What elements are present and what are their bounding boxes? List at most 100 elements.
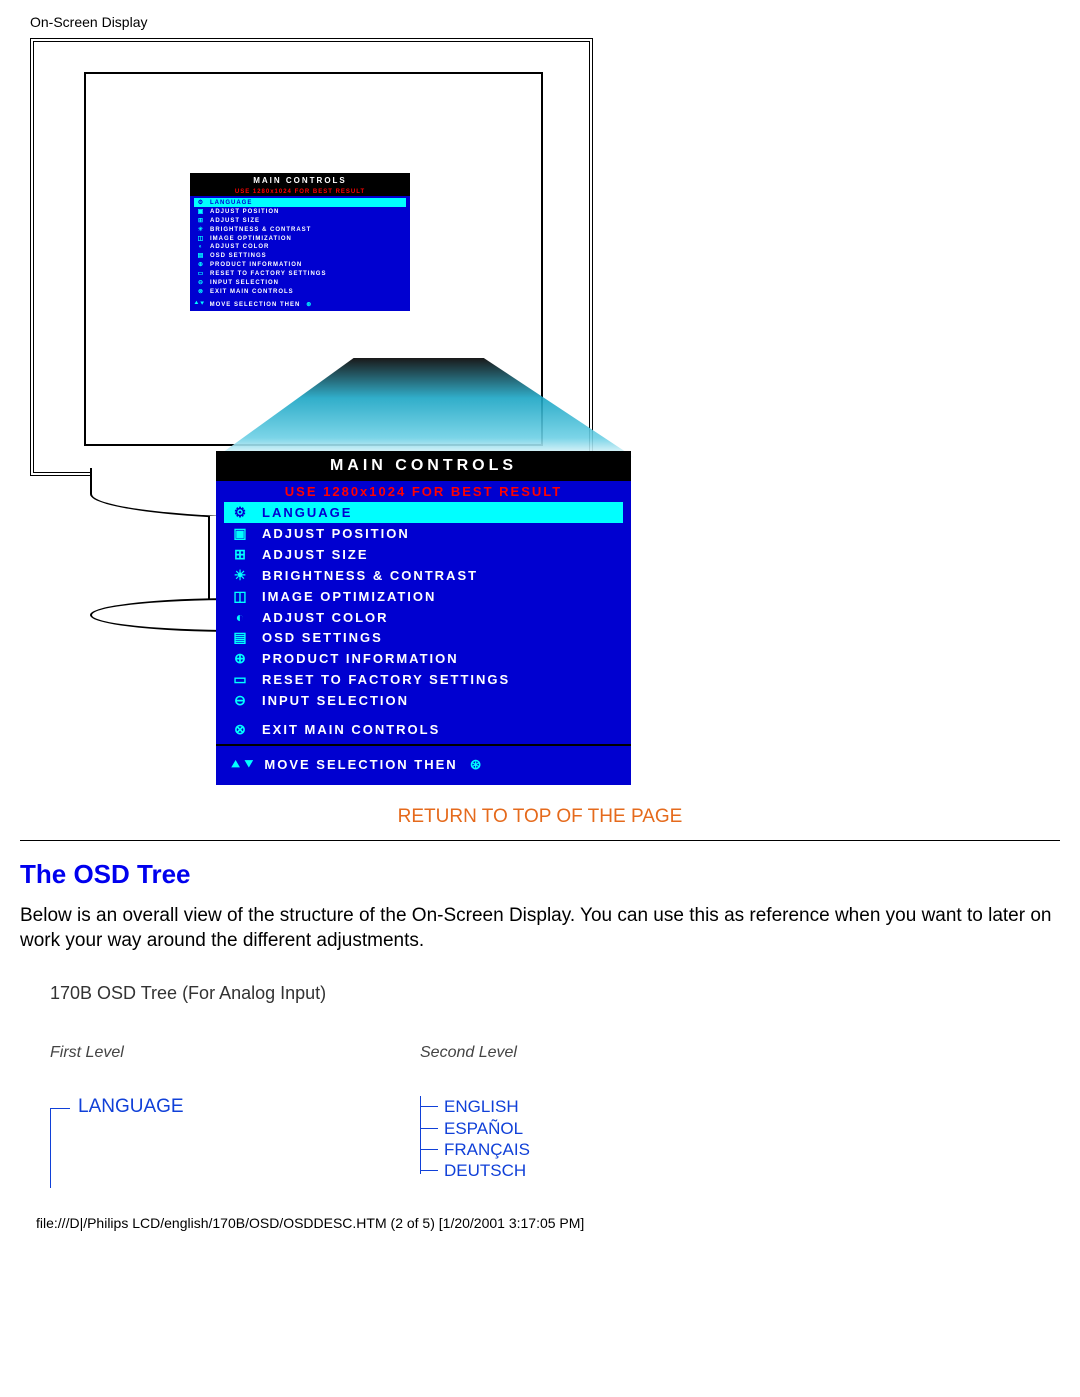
menu-item-icon: ⊞ bbox=[196, 217, 206, 224]
osd-menu-item[interactable]: ◫ IMAGE OPTIMIZATION bbox=[224, 586, 623, 607]
osd-menu-item[interactable]: ⚙ LANGUAGE bbox=[224, 502, 623, 523]
menu-item-icon: ▤ bbox=[196, 252, 206, 259]
menu-item-icon: ⊗ bbox=[230, 721, 252, 738]
divider bbox=[20, 840, 1060, 841]
menu-item-label: LANGUAGE bbox=[262, 505, 352, 520]
osd-menu-item[interactable]: ▤ OSD SETTINGS bbox=[224, 627, 623, 648]
tree-child-item: ESPAÑOL bbox=[420, 1118, 720, 1139]
section-heading: The OSD Tree bbox=[20, 859, 1060, 890]
monitor-illustration: MAIN CONTROLS USE 1280x1024 FOR BEST RES… bbox=[20, 38, 620, 788]
osd-menu-item[interactable]: ▣ADJUST POSITION bbox=[224, 523, 623, 544]
tree-child-item: DEUTSCH bbox=[420, 1160, 720, 1181]
tree-child-item: ENGLISH bbox=[420, 1096, 720, 1117]
tree-child-item: FRANÇAIS bbox=[420, 1139, 720, 1160]
osd-footer-text: MOVE SELECTION THEN bbox=[210, 302, 301, 308]
osd-menu-item[interactable]: ⊞ ADJUST SIZE bbox=[224, 544, 623, 565]
menu-item-label: ADJUST SIZE bbox=[210, 218, 260, 224]
menu-item-icon: ◫ bbox=[230, 588, 252, 605]
menu-item-label: BRIGHTNESS & CONTRAST bbox=[262, 568, 478, 583]
osd-menu-item[interactable]: ⊕ PRODUCT INFORMATION bbox=[224, 648, 623, 669]
menu-item-label: ADJUST COLOR bbox=[210, 244, 269, 250]
menu-item-icon: ▭ bbox=[196, 270, 206, 277]
return-link-wrap: RETURN TO TOP OF THE PAGE bbox=[20, 806, 1060, 828]
menu-item-label: OSD SETTINGS bbox=[262, 630, 383, 645]
menu-item-label: LANGUAGE bbox=[210, 200, 252, 206]
osd-menu-item[interactable]: ▤ OSD SETTINGS bbox=[194, 251, 406, 260]
menu-item-icon: ⊕ bbox=[230, 650, 252, 667]
section-description: Below is an overall view of the structur… bbox=[20, 904, 1060, 953]
menu-item-icon: ◫ bbox=[196, 235, 206, 242]
menu-item-icon: ▭ bbox=[230, 671, 252, 688]
menu-item-label: IMAGE OPTIMIZATION bbox=[210, 236, 292, 242]
menu-item-label: RESET TO FACTORY SETTINGS bbox=[262, 672, 510, 687]
menu-item-label: IMAGE OPTIMIZATION bbox=[262, 589, 436, 604]
ok-icon: ⊛ bbox=[306, 301, 312, 308]
osd-menu-item[interactable]: ▭ RESET TO FACTORY SETTINGS bbox=[224, 669, 623, 690]
footer-file-path: file:///D|/Philips LCD/english/170B/OSD/… bbox=[36, 1215, 1060, 1231]
osd-menu-item[interactable]: ▭ RESET TO FACTORY SETTINGS bbox=[194, 269, 406, 278]
menu-item-icon: ☀ bbox=[230, 567, 252, 584]
menu-item-icon: ▤ bbox=[230, 629, 252, 646]
move-arrows-icon: ⯅⯆ bbox=[230, 756, 256, 773]
menu-item-label: ADJUST COLOR bbox=[262, 610, 389, 625]
osd-menu-item[interactable]: ☀ BRIGHTNESS & CONTRAST bbox=[194, 225, 406, 234]
tree-children-list: ENGLISHESPAÑOLFRANÇAISDEUTSCH bbox=[420, 1096, 720, 1181]
osd-menu-item[interactable]: ☀ BRIGHTNESS & CONTRAST bbox=[224, 565, 623, 586]
second-level-label: Second Level bbox=[420, 1044, 720, 1062]
menu-item-icon: ☀ bbox=[196, 226, 206, 233]
menu-item-label: EXIT MAIN CONTROLS bbox=[262, 722, 440, 737]
osd-small: MAIN CONTROLS USE 1280x1024 FOR BEST RES… bbox=[190, 173, 410, 311]
menu-item-icon: ◐ bbox=[196, 244, 206, 250]
osd-menu-item[interactable]: ⊗ EXIT MAIN CONTROLS bbox=[194, 287, 406, 296]
menu-item-label: ADJUST POSITION bbox=[210, 209, 279, 215]
move-arrows-icon: ⯅⯆ bbox=[194, 301, 206, 308]
menu-item-icon: ⊕ bbox=[196, 261, 206, 268]
osd-large-title: MAIN CONTROLS bbox=[216, 451, 631, 481]
osd-tree-diagram: 170B OSD Tree (For Analog Input) First L… bbox=[50, 983, 1050, 1181]
osd-menu-item[interactable]: ⊗ EXIT MAIN CONTROLS bbox=[224, 719, 623, 740]
menu-item-label: PRODUCT INFORMATION bbox=[262, 651, 459, 666]
menu-item-label: BRIGHTNESS & CONTRAST bbox=[210, 227, 311, 233]
tree-title: 170B OSD Tree (For Analog Input) bbox=[50, 983, 1050, 1004]
menu-item-label: PRODUCT INFORMATION bbox=[210, 262, 302, 268]
osd-small-title: MAIN CONTROLS bbox=[190, 173, 410, 188]
menu-item-icon: ⊗ bbox=[196, 288, 206, 295]
first-level-label: First Level bbox=[50, 1044, 420, 1062]
osd-menu-item[interactable]: ⊖ INPUT SELECTION bbox=[224, 690, 623, 711]
menu-item-label: RESET TO FACTORY SETTINGS bbox=[210, 271, 326, 277]
osd-large-body: ⚙ LANGUAGE ▣ADJUST POSITION ⊞ ADJUST SIZE ☀ BR… bbox=[216, 502, 631, 744]
menu-item-icon: ▣ bbox=[196, 208, 206, 215]
menu-item-label: EXIT MAIN CONTROLS bbox=[210, 289, 294, 295]
menu-item-icon: ⚙ bbox=[196, 199, 206, 206]
osd-menu-item[interactable]: ⚙ LANGUAGE bbox=[194, 198, 406, 207]
osd-menu-item[interactable]: ⊖ INPUT SELECTION bbox=[194, 278, 406, 287]
osd-menu-item[interactable]: ▣ ADJUST POSITION bbox=[194, 207, 406, 216]
osd-large-subtitle: USE 1280x1024 FOR BEST RESULT bbox=[216, 481, 631, 502]
osd-large-footer: ⯅⯆ MOVE SELECTION THEN ⊛ bbox=[216, 744, 631, 785]
menu-item-icon: ⊖ bbox=[196, 279, 206, 286]
menu-item-icon: ◐ bbox=[230, 609, 252, 625]
osd-footer-text: MOVE SELECTION THEN bbox=[264, 757, 457, 772]
osd-menu-item[interactable]: ◫ IMAGE OPTIMIZATION bbox=[194, 234, 406, 243]
menu-item-label: INPUT SELECTION bbox=[210, 280, 279, 286]
osd-small-footer: ⯅⯆ MOVE SELECTION THEN ⊛ bbox=[190, 298, 410, 311]
osd-menu-item[interactable]: ⊞ ADJUST SIZE bbox=[194, 216, 406, 225]
menu-item-icon: ⊖ bbox=[230, 692, 252, 709]
osd-menu-item[interactable]: ◐ ADJUST COLOR bbox=[224, 607, 623, 627]
menu-item-label: ADJUST POSITION bbox=[262, 526, 410, 541]
menu-item-icon: ⊞ bbox=[230, 546, 252, 563]
menu-item-icon: ⚙ bbox=[230, 504, 252, 521]
return-to-top-link[interactable]: RETURN TO TOP OF THE PAGE bbox=[398, 806, 683, 827]
menu-item-label: ADJUST SIZE bbox=[262, 547, 369, 562]
tree-root-item: LANGUAGE bbox=[50, 1096, 420, 1118]
osd-menu-item[interactable]: ⊕ PRODUCT INFORMATION bbox=[194, 260, 406, 269]
osd-menu-item[interactable]: ◐ ADJUST COLOR bbox=[194, 243, 406, 251]
page-root: On-Screen Display MAIN CONTROLS USE 1280… bbox=[0, 0, 1080, 1251]
ok-icon: ⊛ bbox=[470, 756, 484, 773]
page-header-label: On-Screen Display bbox=[30, 14, 1060, 30]
osd-small-body: ⚙ LANGUAGE ▣ ADJUST POSITION ⊞ ADJUST SIZE ☀ BR… bbox=[190, 196, 410, 298]
osd-large: MAIN CONTROLS USE 1280x1024 FOR BEST RES… bbox=[216, 451, 631, 785]
menu-item-label: OSD SETTINGS bbox=[210, 253, 267, 259]
osd-small-subtitle: USE 1280x1024 FOR BEST RESULT bbox=[190, 188, 410, 196]
menu-item-label: INPUT SELECTION bbox=[262, 693, 409, 708]
